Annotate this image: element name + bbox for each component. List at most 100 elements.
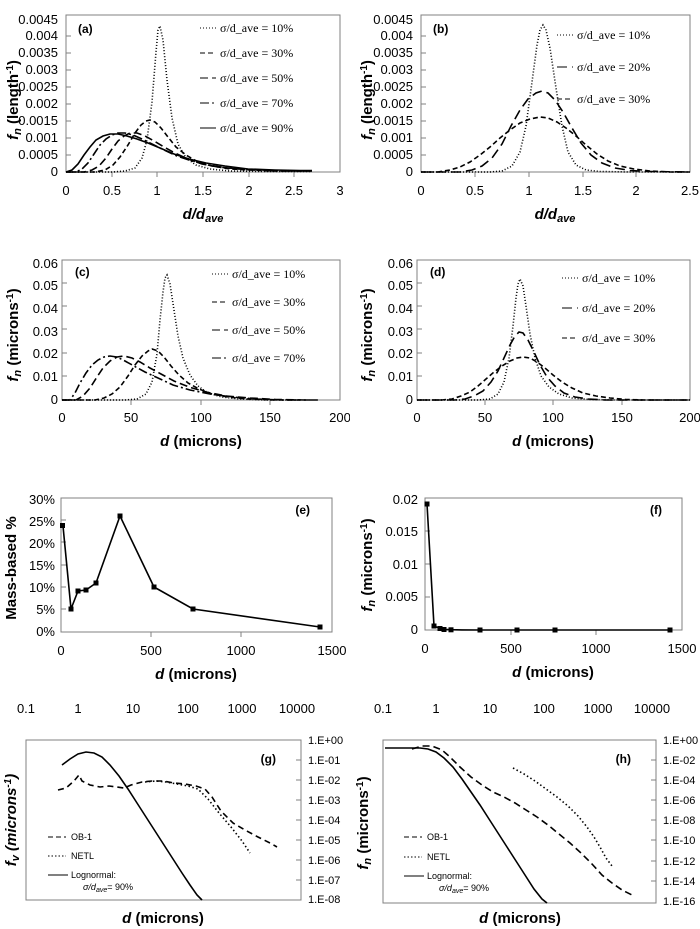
cv-main: σ/d <box>83 882 97 892</box>
ytick: 0 <box>51 392 58 407</box>
panel-e-xticklabels: 0 500 1000 1500 <box>57 643 346 658</box>
curve-netl <box>144 780 251 854</box>
xlabel-sub: ave <box>557 213 575 225</box>
panel-b-yticklabels: 0.0045 0.004 0.0035 0.003 0.0025 0.002 0… <box>373 12 413 179</box>
panel-g-svg: 0.1 1 10 100 1000 10000 fv (microns-1) 1… <box>3 701 343 927</box>
panel-a-ylabel: fn (length-1) <box>5 60 24 140</box>
ytick: 1.E-16 <box>663 896 695 908</box>
panel-g-ylabel: fv (microns-1) <box>3 774 22 867</box>
svg-text:fn (microns-1): fn (microns-1) <box>359 518 378 611</box>
panel-e-yticklabels: 30% 25% 20% 15% 10% 5% 0% <box>29 492 55 639</box>
ytick: 1.E-08 <box>308 894 340 906</box>
svg-text:fn (microns-1): fn (microns-1) <box>359 288 378 381</box>
ytick: 30% <box>29 492 55 507</box>
ytick: 0.02 <box>388 346 413 361</box>
panel-c-label: (c) <box>75 265 90 279</box>
xtick: 100 <box>177 701 199 716</box>
ytick: 0.0005 <box>373 147 413 162</box>
panel-f-yticklabels: 0.02 0.015 0.01 0.005 0 <box>385 492 418 637</box>
panel-c-legend: σ/d_ave = 10% σ/d_ave = 30% σ/d_ave = 50… <box>212 267 305 365</box>
xlabel-main: d/d <box>535 206 558 223</box>
legend-item-label: σ/d_ave = 20% <box>582 301 655 315</box>
legend-item-label: σ/d_ave = 90% <box>220 121 293 135</box>
ytick: 5% <box>36 602 55 617</box>
xlabel-units: (microns) <box>131 910 204 927</box>
xtick: 500 <box>140 643 162 658</box>
panel-f: 0.02 0.015 0.01 0.005 0 fn (microns-1) (… <box>350 460 700 685</box>
ytick: 15% <box>29 558 55 573</box>
ytick: 0.0045 <box>373 12 413 27</box>
xtick: 10 <box>126 701 140 716</box>
xlabel-units: (microns) <box>164 666 237 683</box>
panel-f-svg: 0.02 0.015 0.01 0.005 0 fn (microns-1) (… <box>359 492 696 681</box>
panel-a-xticks <box>111 172 295 177</box>
ytick: 0.06 <box>33 256 58 271</box>
xtick: 150 <box>259 410 281 425</box>
panel-a-yticks <box>66 35 71 156</box>
ytick: 0.002 <box>380 96 413 111</box>
ytick: 1.E-06 <box>308 855 340 867</box>
curve-ob1 <box>411 745 633 896</box>
curve-cv90 <box>65 133 312 173</box>
panel-d-yticks <box>417 282 422 377</box>
ytick: 1.E-04 <box>663 775 695 787</box>
svg-text:fn (microns-1): fn (microns-1) <box>5 288 24 381</box>
xtick: 0 <box>417 183 424 198</box>
xlabel-d: d <box>512 433 522 450</box>
panel-h-frame <box>382 739 657 904</box>
legend-lognormal-cv: σ/dave= 90% <box>439 883 489 895</box>
legend-item-label: σ/d_ave = 30% <box>220 46 293 60</box>
ytick: 0% <box>36 624 55 639</box>
legend-item-label: σ/d_ave = 30% <box>232 295 305 309</box>
curve-cv10 <box>421 23 690 173</box>
panel-f-frame <box>424 497 683 631</box>
panel-b-xticklabels: 0 0.5 1 1.5 2 2.5 <box>417 183 699 198</box>
ytick: 0.003 <box>380 62 413 77</box>
cv-sub: ave <box>452 888 463 895</box>
ytick: 1.E-04 <box>308 815 340 827</box>
ytick: 0.02 <box>393 492 418 507</box>
ytick: 1.E-01 <box>308 755 340 767</box>
ytick: 0.0045 <box>18 12 58 27</box>
ytick: 0.02 <box>33 346 58 361</box>
ytick: 0.0005 <box>18 147 58 162</box>
panel-h: 0.1 1 10 100 1000 10000 fn (microns-1) 1… <box>350 685 700 929</box>
ytick: 1.E-14 <box>663 876 695 888</box>
xtick: 10000 <box>279 701 315 716</box>
panel-f-dataline <box>426 503 670 631</box>
xtick: 100 <box>190 410 212 425</box>
xtick: 50 <box>124 410 138 425</box>
panel-a-yticklabels: 0.0045 0.004 0.0035 0.003 0.0025 0.002 0… <box>18 12 58 179</box>
panel-d-xlabel: d (microns) <box>512 433 594 450</box>
panel-a-frame <box>65 14 341 173</box>
ytick: 0.03 <box>33 324 58 339</box>
xlabel-d: d <box>160 433 170 450</box>
panel-b-frame <box>420 14 691 173</box>
legend-item-label: OB-1 <box>71 832 92 842</box>
xtick: 2.5 <box>285 183 303 198</box>
ytick: 0 <box>406 392 413 407</box>
ytick: 0.01 <box>388 369 413 384</box>
xtick: 0 <box>421 641 428 656</box>
panel-f-label: (f) <box>650 503 662 517</box>
ytick: 10% <box>29 580 55 595</box>
ytick: 0.005 <box>385 589 418 604</box>
panel-e-xlabel: d (microns) <box>155 666 237 683</box>
panel-c-xlabel: d (microns) <box>160 433 242 450</box>
ytick: 1.E-08 <box>663 815 695 827</box>
ytick: 0.004 <box>380 28 413 43</box>
legend-item-label: σ/d_ave = 50% <box>220 71 293 85</box>
xtick: 1000 <box>584 701 613 716</box>
ytick: 0.04 <box>33 301 58 316</box>
panel-f-xticklabels: 0 500 1000 1500 <box>421 641 696 656</box>
curve-netl <box>512 767 613 867</box>
panel-f-ylabel: fn (microns-1) <box>359 518 378 611</box>
panel-c-yticklabels: 0.06 0.05 0.04 0.03 0.02 0.01 0 <box>33 256 58 407</box>
curve-lognormal <box>385 747 548 904</box>
panel-d-svg: 0.06 0.05 0.04 0.03 0.02 0.01 0 fn (micr… <box>359 256 700 450</box>
xtick: 1.5 <box>574 183 592 198</box>
xtick: 1000 <box>228 701 257 716</box>
xtick: 1 <box>74 701 81 716</box>
panel-e-svg: 30% 25% 20% 15% 10% 5% 0% Mass-based % (… <box>3 492 346 683</box>
panel-b-yticks <box>421 35 426 156</box>
